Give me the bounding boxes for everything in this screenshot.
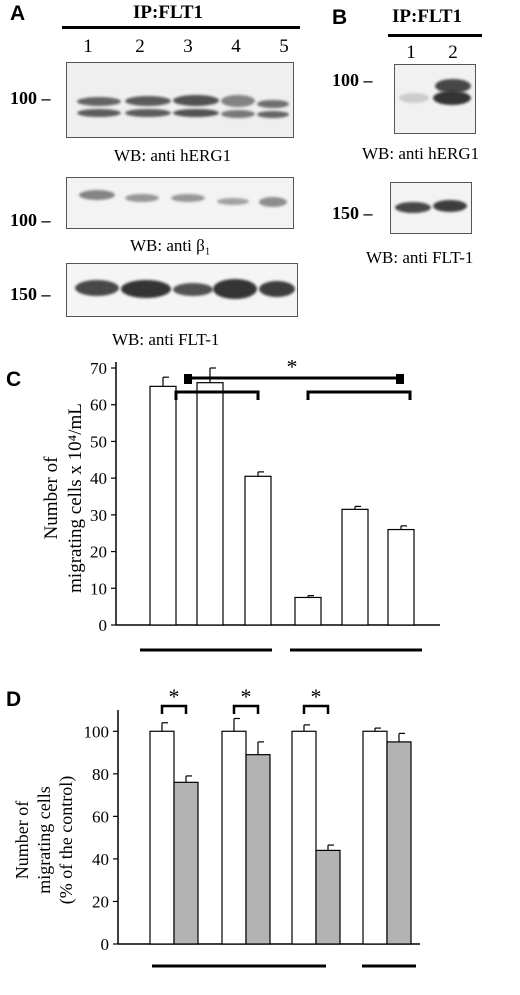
band xyxy=(125,194,159,202)
significance-star: * xyxy=(287,360,298,379)
bar xyxy=(221,730,247,945)
panel-b-blot2-caption: WB: anti FLT-1 xyxy=(366,248,474,267)
panel-a-blot1-caption: WB: anti hERG1 xyxy=(114,146,232,165)
panel-a-lane-2: 2 xyxy=(135,36,145,57)
y-tick-label: 0 xyxy=(101,935,110,954)
panel-a-blot-herg1 xyxy=(66,62,294,138)
y-tick-label: 10 xyxy=(90,579,107,598)
chart-c: 0 10 20 30 40 50 60 70 Number of migrating cells … xyxy=(41,360,440,652)
significance-star: * xyxy=(169,684,180,709)
panel-a-blot2-mw: 100 – xyxy=(10,210,51,230)
band xyxy=(125,109,171,117)
y-tick-label: 20 xyxy=(90,543,107,562)
bar xyxy=(149,730,175,945)
band xyxy=(257,111,289,118)
panel-a-lane-4: 4 xyxy=(231,36,241,57)
y-tick-label: 60 xyxy=(92,807,109,826)
y-tick-label: 40 xyxy=(90,469,107,488)
y-tick-label: 50 xyxy=(90,432,107,451)
bar xyxy=(196,382,224,626)
panel-b-blot1-mw: 100 – xyxy=(332,70,373,90)
bracket-herg-minus xyxy=(306,390,412,400)
band xyxy=(79,190,115,200)
band xyxy=(77,97,121,106)
band xyxy=(217,198,249,205)
y-tick-label: 70 xyxy=(90,360,107,378)
y-axis-label: Number of migrating cells (% of the contro… xyxy=(12,776,77,904)
y-tick-label: 40 xyxy=(92,850,109,869)
y-tick-label: 60 xyxy=(90,396,107,415)
band xyxy=(171,194,205,202)
bar xyxy=(149,385,177,626)
band xyxy=(433,91,471,105)
bar xyxy=(245,754,271,945)
y-tick-label: 80 xyxy=(92,765,109,784)
band xyxy=(75,280,119,296)
chart-d: 0 20 40 60 80 100 Number of migrating cells (% o… xyxy=(12,684,420,968)
band xyxy=(77,109,121,117)
panel-a-lane-3: 3 xyxy=(183,36,193,57)
band xyxy=(399,93,429,103)
bar xyxy=(315,849,341,945)
significance-bracket xyxy=(232,704,260,714)
bar xyxy=(291,730,317,945)
band xyxy=(121,280,171,298)
band xyxy=(173,95,219,106)
band xyxy=(395,202,431,213)
panel-a-ip-label: IP:FLT1 xyxy=(133,2,204,23)
band xyxy=(257,100,289,108)
y-tick-label: 20 xyxy=(92,892,109,911)
bracket-marker xyxy=(396,374,404,384)
y-tick-label: 0 xyxy=(99,616,108,635)
bar xyxy=(173,781,199,945)
band xyxy=(259,197,287,207)
bracket-marker xyxy=(184,374,192,384)
panel-b-blot-flt1 xyxy=(390,182,472,234)
panel-a-ip-line xyxy=(62,26,300,29)
panel-a-blot-beta1 xyxy=(66,177,294,229)
bar xyxy=(244,475,272,626)
bar xyxy=(294,596,322,626)
panel-b-blot1-caption: WB: anti hERG1 xyxy=(362,144,480,163)
band xyxy=(213,279,257,299)
panel-a-letter: A xyxy=(10,2,26,25)
band xyxy=(259,281,295,297)
panel-a-blot-flt1 xyxy=(66,263,298,317)
panel-a-blot1-mw: 100 – xyxy=(10,88,51,108)
bar xyxy=(386,741,412,945)
significance-bracket xyxy=(302,704,330,714)
bar xyxy=(362,730,388,945)
panel-b-lane-1: 1 xyxy=(406,42,416,63)
bar xyxy=(341,508,369,626)
bar xyxy=(387,528,415,626)
band xyxy=(173,109,219,117)
panel-a-blot2-caption: WB: anti β₁ xyxy=(130,236,211,255)
panel-b-blot2-mw: 150 – xyxy=(332,203,373,223)
band xyxy=(435,79,471,93)
significance-bracket xyxy=(160,704,188,714)
significance-star: * xyxy=(241,684,252,709)
band xyxy=(221,110,255,118)
bracket-herg-plus xyxy=(174,390,260,400)
band xyxy=(125,96,171,106)
panel-b-lane-2: 2 xyxy=(448,42,458,63)
band xyxy=(221,95,255,107)
panel-c-letter: C xyxy=(6,368,22,391)
band xyxy=(433,200,467,212)
y-axis-label: Number of migrating cells x 10⁴/mL xyxy=(41,403,86,593)
y-tick-label: 30 xyxy=(90,506,107,525)
panel-b-ip-line xyxy=(388,34,482,37)
panel-a-lane-1: 1 xyxy=(83,36,93,57)
panel-a-lane-5: 5 xyxy=(279,36,289,57)
band xyxy=(173,283,213,296)
panel-b-ip-label: IP:FLT1 xyxy=(392,6,463,27)
y-tick-label: 100 xyxy=(84,722,110,741)
panel-a-blot3-caption: WB: anti FLT-1 xyxy=(112,330,220,349)
significance-star: * xyxy=(311,684,322,709)
panel-b-blot-herg1 xyxy=(394,64,476,134)
panel-a-blot3-mw: 150 – xyxy=(10,284,51,304)
panel-d-letter: D xyxy=(6,688,22,711)
panel-b-letter: B xyxy=(332,6,348,29)
